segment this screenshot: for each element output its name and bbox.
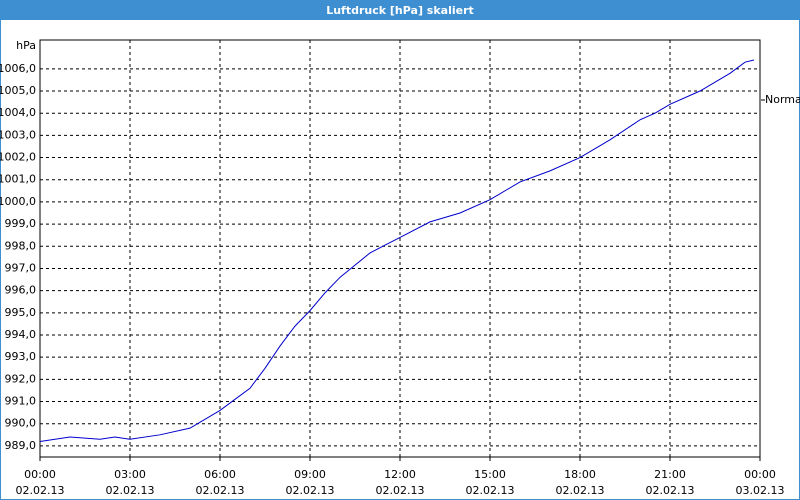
y-tick-label: 1004,0 (0, 106, 36, 119)
legend-label: Normal (765, 93, 800, 106)
x-tick-date: 02.02.13 (466, 484, 515, 497)
x-tick-date: 02.02.13 (286, 484, 335, 497)
y-tick-label: 1005,0 (0, 84, 36, 97)
y-tick-label: 994,0 (5, 328, 37, 341)
y-tick-label: 1003,0 (0, 128, 36, 141)
y-tick-label: 1000,0 (0, 195, 36, 208)
y-tick-label: 1002,0 (0, 151, 36, 164)
x-tick-label: 09:00 (294, 468, 326, 481)
y-axis-label: hPa (16, 39, 36, 52)
y-tick-label: 992,0 (5, 372, 37, 385)
x-tick-date: 02.02.13 (556, 484, 605, 497)
y-tick-label: 999,0 (5, 217, 37, 230)
y-tick-label: 996,0 (5, 284, 37, 297)
x-tick-label: 06:00 (204, 468, 236, 481)
plot-frame (39, 39, 761, 458)
y-tick-label: 998,0 (5, 239, 37, 252)
chart-title: Luftdruck [hPa] skaliert (326, 4, 474, 17)
x-tick-label: 15:00 (474, 468, 506, 481)
x-tick-label: 18:00 (564, 468, 596, 481)
y-tick-label: 995,0 (5, 306, 37, 319)
x-tick-date: 03.02.13 (736, 484, 785, 497)
y-tick-label: 989,0 (5, 439, 37, 452)
x-tick-label: 12:00 (384, 468, 416, 481)
x-tick-label: 21:00 (654, 468, 686, 481)
x-tick-date: 02.02.13 (196, 484, 245, 497)
y-tick-label: 1001,0 (0, 173, 36, 186)
y-tick-label: 990,0 (5, 417, 37, 430)
y-tick-label: 1006,0 (0, 62, 36, 75)
x-tick-label: 00:00 (24, 468, 56, 481)
x-tick-label: 00:00 (744, 468, 776, 481)
title-bar (0, 0, 800, 20)
y-tick-label: 993,0 (5, 350, 37, 363)
y-tick-label: 997,0 (5, 261, 37, 274)
x-tick-date: 02.02.13 (646, 484, 695, 497)
x-tick-label: 03:00 (114, 468, 146, 481)
y-tick-label: 991,0 (5, 395, 37, 408)
x-tick-date: 02.02.13 (16, 484, 65, 497)
x-tick-date: 02.02.13 (106, 484, 155, 497)
series-line (39, 59, 755, 442)
x-tick-date: 02.02.13 (376, 484, 425, 497)
